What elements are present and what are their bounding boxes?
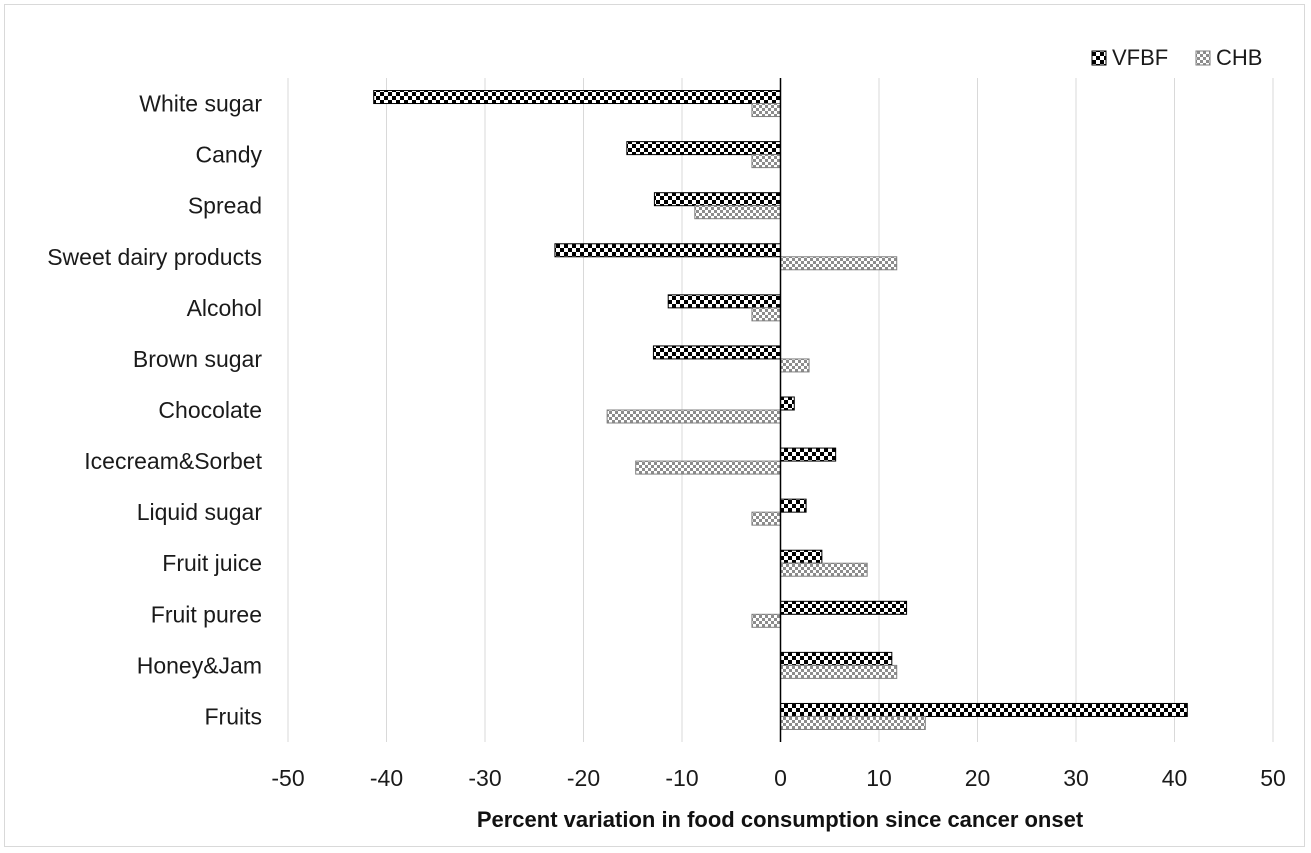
bar-chb bbox=[606, 409, 782, 424]
bar-vfbf bbox=[780, 396, 795, 411]
bar-vfbf bbox=[652, 345, 781, 360]
legend-swatch bbox=[1195, 50, 1211, 66]
category-label: Sweet dairy products bbox=[47, 244, 262, 270]
bar-chb bbox=[751, 103, 781, 118]
x-tick-label: -50 bbox=[271, 765, 304, 791]
bar-chb bbox=[780, 664, 898, 679]
category-label: Candy bbox=[196, 142, 263, 168]
bar-chb bbox=[751, 154, 781, 169]
category-label: Liquid sugar bbox=[137, 499, 263, 525]
category-label: Brown sugar bbox=[133, 346, 262, 372]
category-label: Fruits bbox=[205, 703, 263, 729]
x-tick-label: -10 bbox=[665, 765, 698, 791]
bar-chb bbox=[751, 511, 781, 526]
bar-vfbf bbox=[780, 702, 1188, 717]
category-label: Alcohol bbox=[187, 295, 262, 321]
x-tick-label: -20 bbox=[567, 765, 600, 791]
x-tick-label: 20 bbox=[965, 765, 991, 791]
category-label: Icecream&Sorbet bbox=[84, 448, 262, 474]
bar-vfbf bbox=[780, 447, 837, 462]
bar-vfbf bbox=[653, 192, 781, 207]
x-tick-label: -30 bbox=[468, 765, 501, 791]
bar-vfbf bbox=[626, 141, 782, 156]
x-tick-label: -40 bbox=[370, 765, 403, 791]
legend-swatch bbox=[1091, 50, 1107, 66]
category-label: Honey&Jam bbox=[137, 652, 262, 678]
bar-chb bbox=[780, 715, 926, 730]
bar-chb bbox=[780, 358, 810, 373]
bar-chb bbox=[780, 256, 898, 271]
labels: White sugar Candy Spread Sweet dairy produc… bbox=[47, 91, 1286, 791]
gridlines bbox=[287, 78, 1274, 742]
bar-chb bbox=[694, 205, 781, 220]
bar-vfbf bbox=[373, 90, 781, 105]
x-tick-label: 50 bbox=[1260, 765, 1286, 791]
category-label: Chocolate bbox=[158, 397, 262, 423]
category-label: Fruit puree bbox=[151, 601, 262, 627]
bar-vfbf bbox=[780, 549, 823, 564]
bars bbox=[373, 90, 1188, 730]
chart-frame bbox=[4, 4, 1305, 847]
bar-vfbf bbox=[667, 294, 782, 309]
category-label: White sugar bbox=[139, 91, 262, 117]
category-label: Fruit juice bbox=[162, 550, 262, 576]
bar-vfbf bbox=[780, 600, 908, 615]
bar-vfbf bbox=[780, 651, 893, 666]
legend-label: CHB bbox=[1216, 45, 1262, 70]
bar-chb bbox=[751, 613, 781, 628]
bar-vfbf bbox=[554, 243, 781, 258]
x-tick-label: 10 bbox=[866, 765, 892, 791]
x-tick-label: 30 bbox=[1063, 765, 1089, 791]
bar-chb bbox=[780, 562, 868, 577]
category-label: Spread bbox=[188, 193, 262, 219]
bar-chb bbox=[635, 460, 782, 475]
bar-vfbf bbox=[780, 498, 807, 513]
legend-label: VFBF bbox=[1112, 45, 1168, 70]
bar-chb bbox=[751, 307, 781, 322]
x-axis-title: Percent variation in food consumption si… bbox=[477, 807, 1084, 832]
x-tick-label: 0 bbox=[774, 765, 787, 791]
legend: VFBF CHB bbox=[1091, 45, 1262, 70]
x-tick-label: 40 bbox=[1162, 765, 1188, 791]
